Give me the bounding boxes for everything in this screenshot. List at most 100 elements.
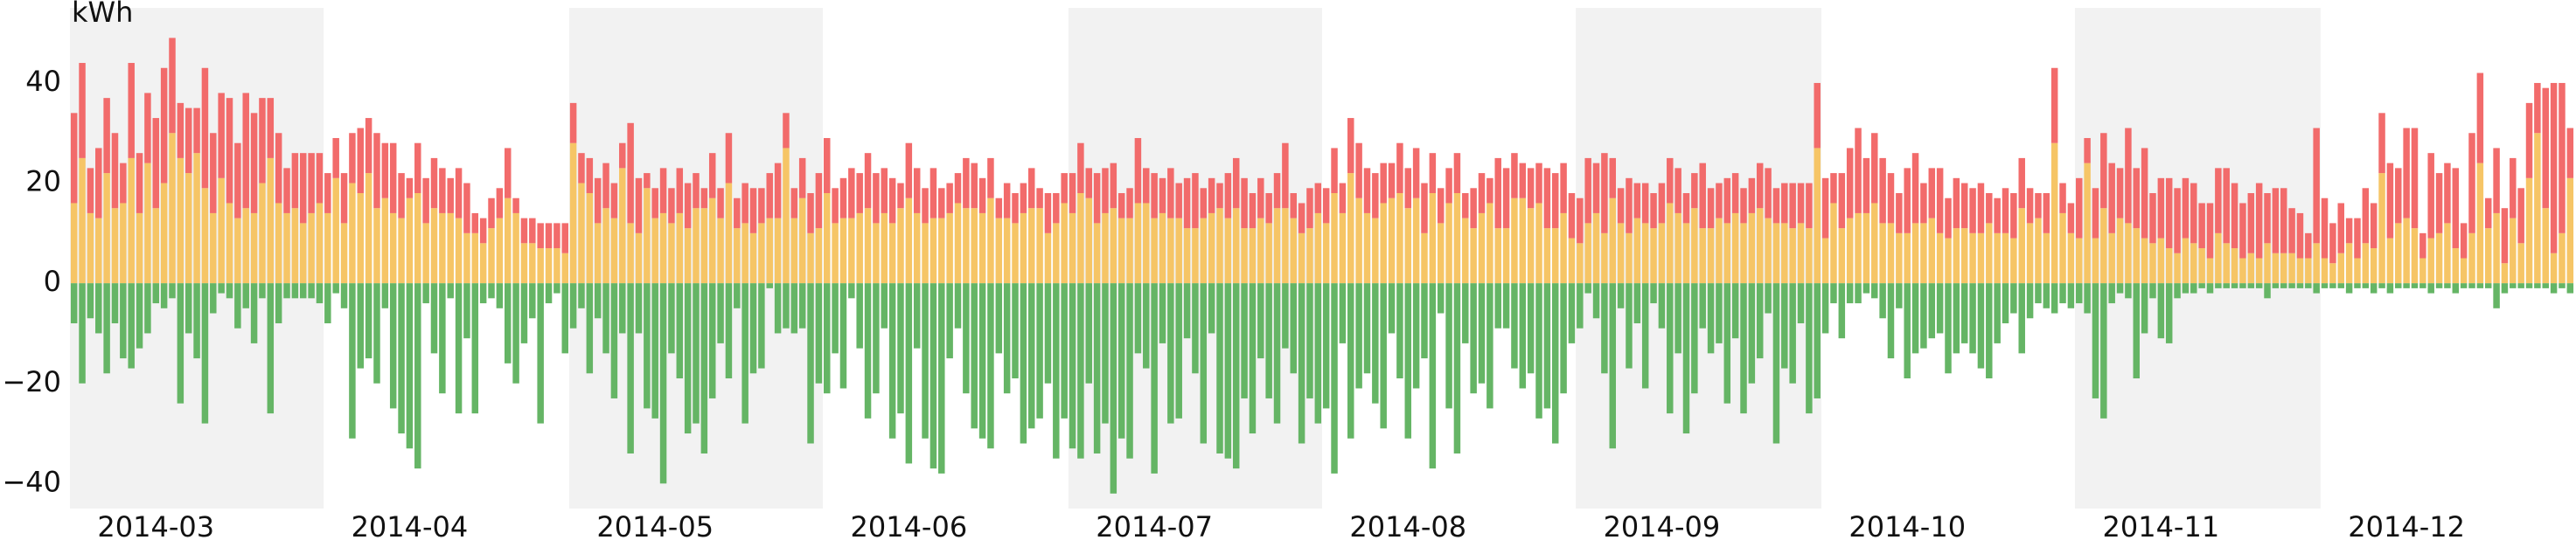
bar — [2108, 232, 2115, 284]
bar — [210, 212, 217, 284]
bar — [2092, 283, 2099, 398]
bar — [1126, 188, 1133, 218]
bar — [1928, 283, 1936, 339]
bar — [283, 283, 290, 299]
bar — [848, 283, 855, 299]
bar — [439, 283, 446, 394]
bar — [971, 163, 978, 209]
bar — [545, 223, 553, 249]
bar — [1151, 218, 1158, 284]
bar — [1765, 218, 1772, 284]
bar — [1494, 283, 1501, 329]
bar — [1699, 228, 1706, 284]
bar — [644, 188, 651, 284]
bar — [2403, 218, 2410, 284]
bar — [267, 157, 275, 284]
bar — [95, 283, 102, 334]
bar — [1372, 218, 1379, 284]
bar — [1731, 212, 1739, 284]
bar — [1437, 283, 1445, 314]
bar — [651, 218, 658, 284]
bar — [2395, 283, 2402, 288]
bar — [2337, 283, 2344, 288]
bar — [873, 173, 880, 224]
bar — [594, 283, 602, 319]
bar — [2043, 193, 2050, 233]
bar — [610, 218, 618, 284]
bar — [1511, 153, 1518, 198]
bar — [2116, 218, 2124, 284]
bar — [184, 283, 192, 334]
bar — [324, 212, 331, 284]
bar — [210, 133, 217, 213]
bar — [1797, 183, 1805, 224]
bar — [1012, 283, 1019, 379]
bar — [1691, 173, 1698, 209]
bar — [504, 197, 512, 284]
bar — [2411, 128, 2419, 229]
bar — [2280, 253, 2287, 284]
bar — [389, 142, 397, 213]
x-tick-label: 2014-11 — [2102, 510, 2219, 544]
bar — [619, 283, 626, 334]
bar — [1633, 218, 1641, 284]
bar — [2223, 243, 2230, 284]
bar — [2550, 82, 2558, 253]
bar — [2239, 203, 2246, 259]
bar — [1928, 168, 1936, 218]
bar — [905, 283, 913, 464]
bar — [717, 188, 724, 218]
bar — [1723, 177, 1731, 224]
bar — [676, 283, 684, 379]
bar — [684, 183, 692, 229]
bar — [2043, 283, 2050, 308]
bar — [2566, 283, 2574, 294]
bar — [2255, 258, 2263, 284]
bar — [2386, 163, 2394, 239]
bar — [995, 218, 1003, 284]
bar — [1445, 168, 1452, 204]
bar — [1257, 177, 1264, 218]
bar — [856, 173, 863, 213]
bar — [1560, 163, 1567, 213]
bar — [684, 283, 692, 434]
bar — [1355, 197, 1362, 284]
bar — [1667, 283, 1674, 414]
bar — [2198, 283, 2205, 288]
bar — [1592, 212, 1600, 284]
bar — [717, 218, 724, 284]
bar — [1814, 148, 1821, 284]
bar — [766, 218, 773, 284]
bar — [308, 283, 315, 299]
bar — [1617, 223, 1625, 284]
bar — [569, 142, 577, 284]
bar — [234, 142, 241, 218]
bar — [2133, 228, 2141, 284]
bar — [144, 163, 151, 284]
bar — [1821, 283, 1829, 334]
bar — [1519, 283, 1527, 389]
bar — [2501, 283, 2509, 294]
bar — [1175, 183, 1182, 218]
bar — [2165, 283, 2173, 343]
bar — [1969, 232, 1976, 284]
bar — [1363, 168, 1371, 213]
bar — [422, 283, 429, 304]
bar — [1626, 177, 1633, 233]
bar — [2427, 238, 2434, 284]
bar — [1633, 283, 1641, 323]
bar — [1756, 283, 1764, 359]
bar — [2510, 218, 2517, 284]
bar — [2386, 283, 2394, 294]
bar — [2321, 283, 2329, 288]
bar — [1117, 218, 1125, 284]
bar — [1429, 153, 1437, 194]
bar — [79, 283, 86, 384]
bar — [1429, 193, 1437, 284]
bar — [1306, 228, 1313, 284]
bar — [2092, 188, 2099, 239]
bar — [1429, 283, 1437, 469]
bar — [357, 193, 365, 284]
bar — [447, 177, 454, 213]
bar — [1183, 283, 1191, 339]
